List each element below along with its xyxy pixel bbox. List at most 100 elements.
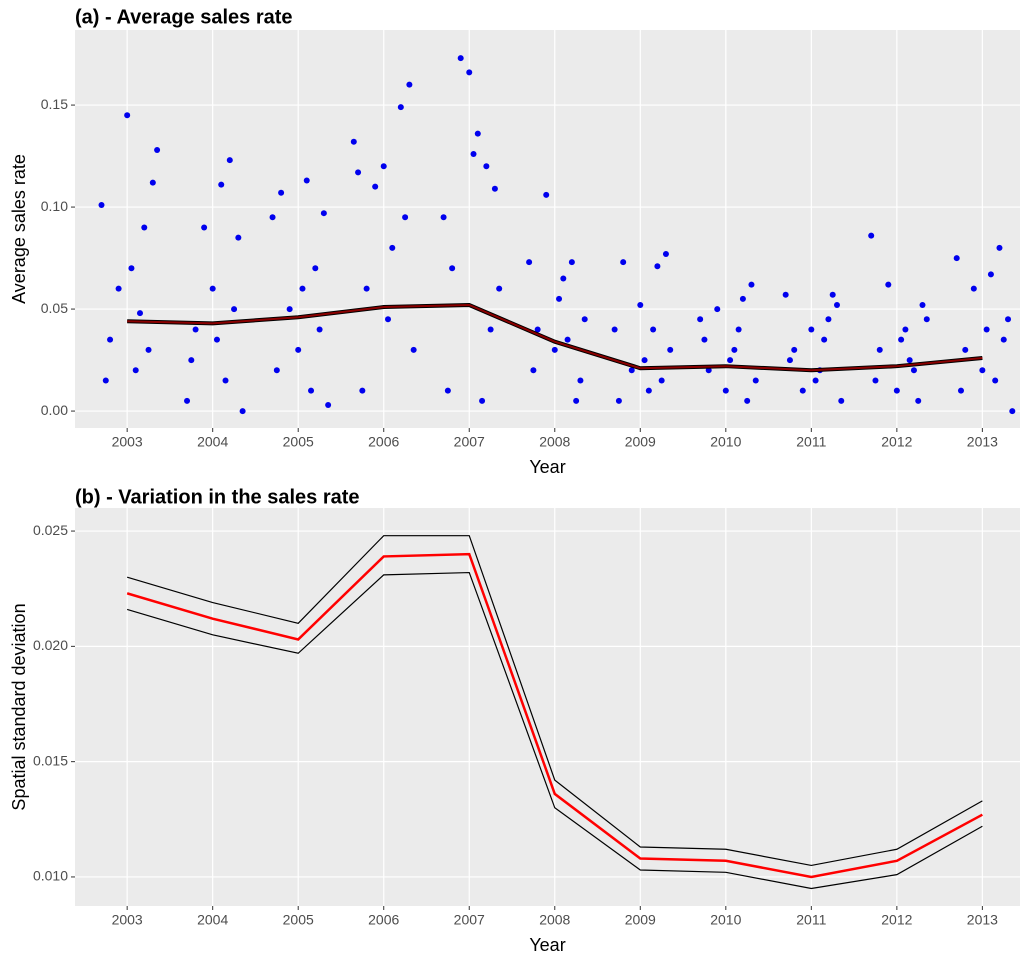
point: [325, 401, 332, 408]
x-tick-label: 2004: [197, 434, 228, 450]
point: [1000, 336, 1007, 343]
panel: [75, 30, 1020, 428]
point: [226, 157, 233, 164]
point: [299, 285, 306, 292]
point: [868, 232, 875, 239]
point: [744, 397, 751, 404]
point: [628, 367, 635, 374]
point: [231, 306, 238, 313]
point: [885, 281, 892, 288]
x-tick-label: 2003: [112, 912, 143, 928]
y-tick-label: 0.025: [33, 522, 68, 538]
point: [731, 346, 738, 353]
panel: [75, 508, 1020, 906]
x-axis-title: Year: [529, 935, 565, 954]
x-tick-label: 2011: [796, 434, 826, 450]
point: [286, 306, 293, 313]
point: [295, 346, 302, 353]
point: [833, 301, 840, 308]
x-tick-label: 2004: [197, 912, 228, 928]
point: [697, 316, 704, 323]
point: [316, 326, 323, 333]
point: [444, 387, 451, 394]
point: [184, 397, 191, 404]
point: [132, 367, 139, 374]
point: [662, 250, 669, 257]
point: [491, 185, 498, 192]
point: [992, 377, 999, 384]
point: [748, 281, 755, 288]
point: [543, 191, 550, 198]
point: [786, 357, 793, 364]
point: [962, 346, 969, 353]
point: [397, 104, 404, 111]
line: [126, 571, 983, 890]
x-tick-label: 2005: [283, 434, 314, 450]
point: [406, 81, 413, 88]
x-tick-label: 2012: [881, 912, 912, 928]
point: [218, 181, 225, 188]
point: [273, 367, 280, 374]
point: [526, 259, 533, 266]
point: [359, 387, 366, 394]
x-tick-label: 2009: [625, 912, 656, 928]
point: [192, 326, 199, 333]
point: [320, 210, 327, 217]
x-tick-label: 2012: [881, 434, 912, 450]
point: [799, 387, 806, 394]
point: [953, 255, 960, 262]
point: [380, 163, 387, 170]
point: [752, 377, 759, 384]
point: [564, 336, 571, 343]
point: [107, 336, 114, 343]
point: [987, 271, 994, 278]
point: [611, 326, 618, 333]
point: [983, 326, 990, 333]
y-tick-label: 0.05: [41, 300, 68, 316]
point: [410, 346, 417, 353]
y-tick-label: 0.020: [33, 637, 68, 653]
point: [637, 301, 644, 308]
point: [124, 112, 131, 119]
y-tick-label: 0.015: [33, 752, 68, 768]
point: [923, 316, 930, 323]
point: [269, 214, 276, 221]
point: [791, 346, 798, 353]
x-tick-label: 2013: [967, 434, 998, 450]
point: [615, 397, 622, 404]
point: [355, 169, 362, 176]
point: [739, 295, 746, 302]
point: [577, 377, 584, 384]
y-tick-label: 0.00: [41, 402, 68, 418]
point: [402, 214, 409, 221]
point: [654, 263, 661, 270]
point: [645, 387, 652, 394]
point: [560, 275, 567, 282]
point: [568, 259, 575, 266]
y-tick-label: 0.15: [41, 96, 68, 112]
x-tick-label: 2008: [539, 912, 570, 928]
point: [222, 377, 229, 384]
point: [487, 326, 494, 333]
point: [213, 336, 220, 343]
point: [573, 397, 580, 404]
x-tick-label: 2009: [625, 434, 656, 450]
point: [705, 367, 712, 374]
point: [551, 346, 558, 353]
x-tick-label: 2010: [710, 912, 741, 928]
point: [829, 291, 836, 298]
point: [483, 163, 490, 170]
point: [466, 69, 473, 76]
y-tick-label: 0.10: [41, 198, 68, 214]
point: [115, 285, 122, 292]
point: [308, 387, 315, 394]
x-tick-label: 2006: [368, 434, 399, 450]
point: [474, 130, 481, 137]
y-tick-label: 0.010: [33, 868, 68, 884]
point: [898, 336, 905, 343]
point: [479, 397, 486, 404]
point: [530, 367, 537, 374]
point: [906, 357, 913, 364]
